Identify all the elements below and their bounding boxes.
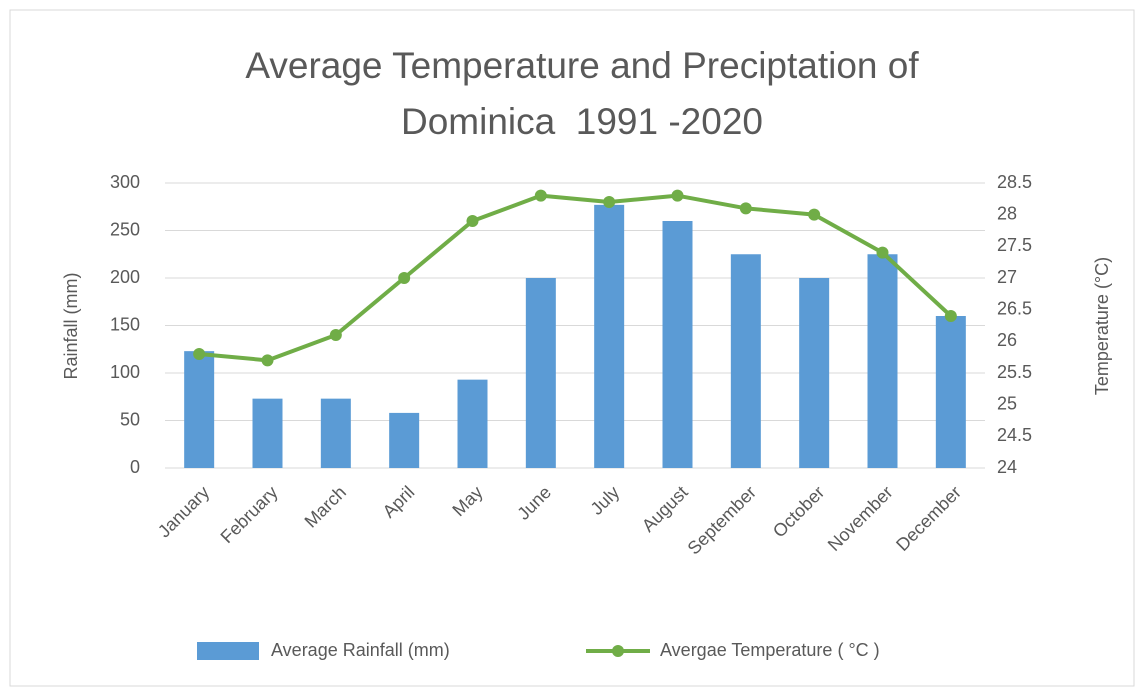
- bar: [457, 379, 488, 468]
- y2-tick-label: 27: [997, 267, 1017, 287]
- line-marker: [603, 196, 616, 208]
- bar: [184, 351, 215, 468]
- y2-tick-label: 28.5: [997, 172, 1032, 192]
- line-marker: [944, 310, 957, 322]
- bar: [525, 278, 556, 468]
- line-marker: [193, 348, 206, 360]
- bar: [799, 278, 830, 468]
- bar: [662, 221, 693, 468]
- y2-tick-label: 24.5: [997, 425, 1032, 445]
- line-marker: [739, 202, 752, 215]
- y2-tick-label: 25: [997, 393, 1017, 413]
- bar: [252, 398, 283, 468]
- y-tick-label: 200: [110, 267, 140, 287]
- line-marker: [466, 215, 479, 227]
- y-axis-label: Rainfall (mm): [61, 272, 81, 379]
- y-tick-label: 150: [110, 314, 140, 334]
- y2-tick-label: 26: [997, 330, 1017, 350]
- bar: [935, 316, 966, 468]
- bar: [320, 398, 351, 468]
- y2-tick-label: 28: [997, 203, 1017, 223]
- bar: [594, 204, 625, 468]
- y2-tick-label: 25.5: [997, 362, 1032, 382]
- line-marker: [398, 272, 411, 284]
- bar: [730, 254, 761, 468]
- legend-label: Average Rainfall (mm): [271, 640, 450, 660]
- chart-title: Average Temperature and Preciptation of …: [245, 45, 929, 142]
- y2-axis-label: Temperature (°C): [1092, 257, 1112, 395]
- y-tick-label: 250: [110, 219, 140, 239]
- y-tick-label: 300: [110, 172, 140, 192]
- line-marker: [808, 208, 821, 221]
- line-marker: [671, 189, 684, 202]
- y2-tick-label: 24: [997, 457, 1017, 477]
- legend-swatch: [197, 642, 259, 660]
- y-tick-label: 100: [110, 362, 140, 382]
- line: [198, 193, 953, 363]
- legend-swatch-marker: [612, 645, 624, 657]
- line-marker: [534, 189, 547, 202]
- line-marker: [261, 354, 274, 367]
- y-tick-label: 50: [120, 409, 140, 429]
- y2-tick-label: 27.5: [997, 235, 1032, 255]
- y2-tick-label: 26.5: [997, 298, 1032, 318]
- y-tick-label: 0: [130, 457, 140, 477]
- legend-label: Avergae Temperature ( °C ): [660, 640, 880, 660]
- line-marker: [876, 246, 889, 259]
- bar: [389, 412, 420, 468]
- bar: [867, 254, 898, 468]
- line-marker: [329, 329, 342, 341]
